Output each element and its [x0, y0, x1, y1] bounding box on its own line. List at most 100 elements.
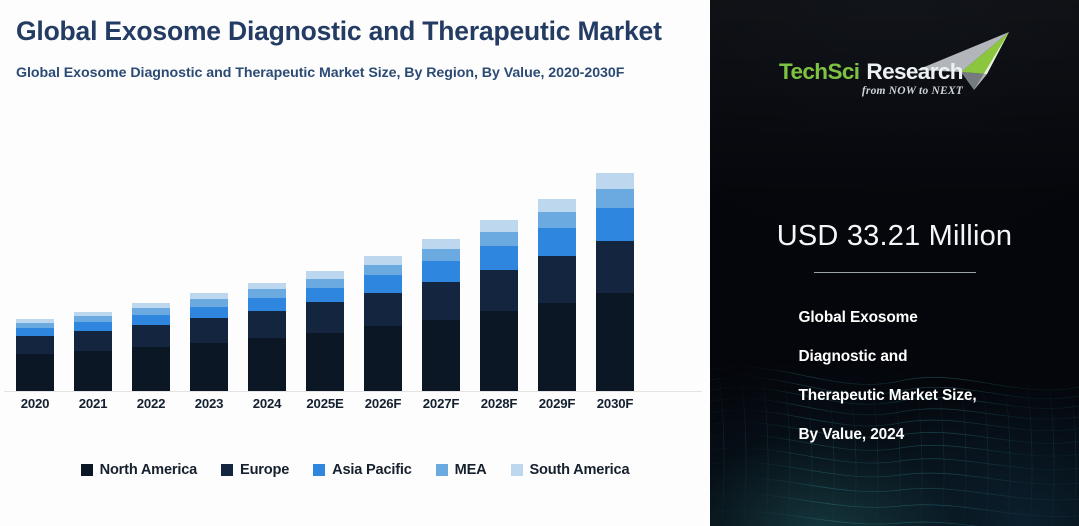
bar-segment-mea: [422, 248, 460, 262]
x-axis-labels: 2020 2021 2022 2023 2024 2025E 2026F 2027F 2028F…: [0, 396, 710, 418]
bar-segment-asia-pacific: [16, 327, 54, 337]
bar-segment-mea: [538, 211, 576, 229]
bar-segment-mea: [596, 188, 634, 208]
bar-segment-north-america: [538, 303, 576, 391]
legend-swatch-icon: [221, 464, 234, 476]
x-tick-2026F: 2026F: [364, 396, 402, 411]
bar-2020: [16, 318, 54, 391]
bar-segment-europe: [16, 336, 54, 355]
x-tick-2028F: 2028F: [480, 396, 518, 411]
bar-2029F: [538, 198, 576, 391]
x-tick-2029F: 2029F: [538, 396, 576, 411]
x-tick-2030F: 2030F: [596, 396, 634, 411]
bar-segment-south-america: [248, 282, 286, 290]
bar-segment-europe: [248, 310, 286, 338]
bar-segment-south-america: [132, 303, 170, 309]
bar-segment-mea: [74, 316, 112, 323]
bar-segment-north-america: [16, 354, 54, 391]
x-tick-2024: 2024: [252, 396, 282, 411]
bar-segment-mea: [248, 289, 286, 298]
legend-item-north-america[interactable]: North America: [80, 462, 198, 478]
bar-segment-south-america: [16, 318, 54, 324]
chart-legend: North America Europe Asia Pacific MEA South …: [0, 462, 710, 478]
x-tick-2022: 2022: [136, 396, 166, 411]
bar-chart-plot: [0, 160, 710, 392]
bar-2030F: [596, 173, 634, 391]
bar-segment-asia-pacific: [364, 275, 402, 293]
bar-segment-mea: [480, 231, 518, 246]
x-axis-line: [4, 390, 702, 392]
page-title: Global Exosome Diagnostic and Therapeuti…: [16, 16, 662, 46]
chart-panel: Global Exosome Diagnostic and Therapeuti…: [0, 16, 710, 478]
bar-2023: [190, 293, 228, 391]
legend-swatch-icon: [435, 464, 448, 476]
x-tick-2027F: 2027F: [422, 396, 460, 411]
logo-graphic: TechSci Research from NOW to NEXT: [779, 32, 1009, 97]
x-tick-2025E: 2025E: [306, 396, 344, 411]
bar-segment-asia-pacific: [596, 207, 634, 241]
x-tick-2023: 2023: [194, 396, 224, 411]
bar-segment-north-america: [364, 326, 402, 391]
bar-segment-south-america: [306, 271, 344, 279]
bar-segment-north-america: [480, 311, 518, 391]
legend-label: North America: [99, 462, 198, 478]
bar-2027F: [422, 239, 460, 391]
techsci-research-logo: TechSci Research from NOW to NEXT: [765, 28, 1025, 102]
legend-item-europe[interactable]: Europe: [221, 462, 289, 478]
bar-segment-europe: [480, 269, 518, 312]
logo-brand-part1: TechSci: [779, 59, 859, 84]
bar-segment-mea: [132, 308, 170, 315]
legend-swatch-icon: [80, 464, 93, 476]
bar-2028F: [480, 220, 518, 391]
bar-segment-asia-pacific: [306, 287, 344, 303]
legend-item-south-america[interactable]: South America: [510, 462, 630, 478]
metric-description: Global Exosome Diagnostic and Therapeuti…: [798, 309, 977, 444]
legend-label: Europe: [240, 462, 290, 478]
legend-swatch-icon: [313, 464, 326, 476]
bar-segment-south-america: [596, 173, 634, 189]
x-tick-2021: 2021: [78, 396, 108, 411]
bar-segment-north-america: [132, 346, 170, 391]
legend-label: South America: [529, 462, 630, 478]
bar-segment-asia-pacific: [538, 228, 576, 257]
bar-segment-north-america: [596, 293, 634, 391]
bar-segment-europe: [190, 318, 228, 343]
arrow-tail-icon: [916, 32, 1009, 72]
bar-segment-europe: [596, 240, 634, 294]
metric-value: USD 33.21 Million: [776, 220, 1013, 252]
bar-segment-north-america: [190, 342, 228, 391]
legend-swatch-icon: [510, 464, 523, 476]
legend-item-mea[interactable]: MEA: [435, 462, 487, 478]
bar-segment-asia-pacific: [190, 306, 228, 319]
legend-label: Asia Pacific: [332, 462, 412, 478]
bar-segment-mea: [190, 299, 228, 307]
legend-item-asia-pacific[interactable]: Asia Pacific: [313, 462, 412, 478]
bar-segment-north-america: [248, 337, 286, 391]
bar-segment-mea: [364, 264, 402, 276]
bar-segment-asia-pacific: [132, 314, 170, 325]
bar-segment-south-america: [480, 220, 518, 232]
bar-segment-south-america: [422, 239, 460, 249]
bar-segment-asia-pacific: [480, 245, 518, 270]
chart-subtitle: Global Exosome Diagnostic and Therapeuti…: [16, 65, 625, 82]
bar-segment-europe: [538, 256, 576, 304]
bar-2021: [74, 312, 112, 391]
bar-segment-north-america: [74, 351, 112, 391]
bar-segment-south-america: [364, 256, 402, 265]
info-panel: TechSci Research from NOW to NEXT USD 33…: [710, 0, 1079, 526]
logo-brand-part2: Research: [866, 59, 963, 84]
bar-segment-north-america: [306, 332, 344, 391]
bar-2025E: [306, 271, 344, 391]
legend-label: MEA: [454, 462, 487, 478]
bar-segment-asia-pacific: [248, 297, 286, 311]
arrow-upper-wing-icon: [960, 32, 1009, 74]
bar-segment-europe: [364, 292, 402, 327]
bar-2024: [248, 282, 286, 391]
bar-2026F: [364, 256, 402, 391]
bar-segment-europe: [74, 331, 112, 351]
logo-tagline: from NOW to NEXT: [861, 85, 963, 97]
bar-segment-south-america: [538, 198, 576, 212]
bar-segment-north-america: [422, 319, 460, 391]
bar-segment-mea: [306, 278, 344, 288]
